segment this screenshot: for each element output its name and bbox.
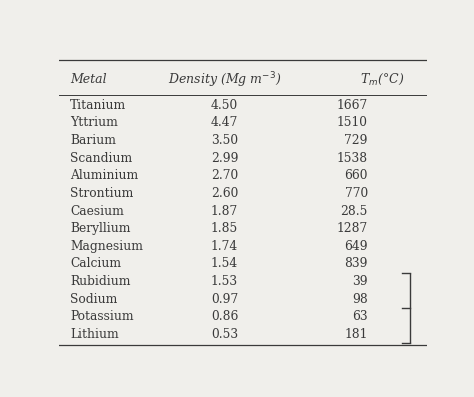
Text: 39: 39 (352, 275, 368, 288)
Text: 0.97: 0.97 (211, 293, 238, 306)
Text: 2.60: 2.60 (211, 187, 238, 200)
Text: Sodium: Sodium (70, 293, 118, 306)
Text: 1667: 1667 (337, 99, 368, 112)
Text: 729: 729 (344, 134, 368, 147)
Text: 839: 839 (344, 257, 368, 270)
Text: 0.86: 0.86 (211, 310, 238, 323)
Text: 1538: 1538 (337, 152, 368, 165)
Text: T$_{m}$(°C): T$_{m}$(°C) (360, 72, 405, 87)
Text: 2.70: 2.70 (211, 170, 238, 182)
Text: 63: 63 (352, 310, 368, 323)
Text: Aluminium: Aluminium (70, 170, 138, 182)
Text: 1287: 1287 (337, 222, 368, 235)
Text: 3.50: 3.50 (211, 134, 238, 147)
Text: 181: 181 (345, 328, 368, 341)
Text: Density (Mg m$^{-3}$): Density (Mg m$^{-3}$) (168, 70, 281, 90)
Text: 98: 98 (352, 293, 368, 306)
Text: 1.74: 1.74 (211, 240, 238, 253)
Text: 2.99: 2.99 (211, 152, 238, 165)
Text: Strontium: Strontium (70, 187, 134, 200)
Text: 4.47: 4.47 (211, 116, 238, 129)
Text: Calcium: Calcium (70, 257, 121, 270)
Text: 770: 770 (345, 187, 368, 200)
Text: 649: 649 (344, 240, 368, 253)
Text: 1.87: 1.87 (211, 204, 238, 218)
Text: 660: 660 (344, 170, 368, 182)
Text: Magnesium: Magnesium (70, 240, 143, 253)
Text: Potassium: Potassium (70, 310, 134, 323)
Text: Caesium: Caesium (70, 204, 124, 218)
Text: Titanium: Titanium (70, 99, 127, 112)
Text: 4.50: 4.50 (211, 99, 238, 112)
Text: Metal: Metal (70, 73, 107, 86)
Text: 1510: 1510 (337, 116, 368, 129)
Text: Rubidium: Rubidium (70, 275, 131, 288)
Text: 1.54: 1.54 (211, 257, 238, 270)
Text: 1.53: 1.53 (211, 275, 238, 288)
Text: Scandium: Scandium (70, 152, 133, 165)
Text: 28.5: 28.5 (340, 204, 368, 218)
Text: Lithium: Lithium (70, 328, 119, 341)
Text: Barium: Barium (70, 134, 116, 147)
Text: Beryllium: Beryllium (70, 222, 131, 235)
Text: 1.85: 1.85 (211, 222, 238, 235)
Text: Yttrium: Yttrium (70, 116, 118, 129)
Text: 0.53: 0.53 (211, 328, 238, 341)
